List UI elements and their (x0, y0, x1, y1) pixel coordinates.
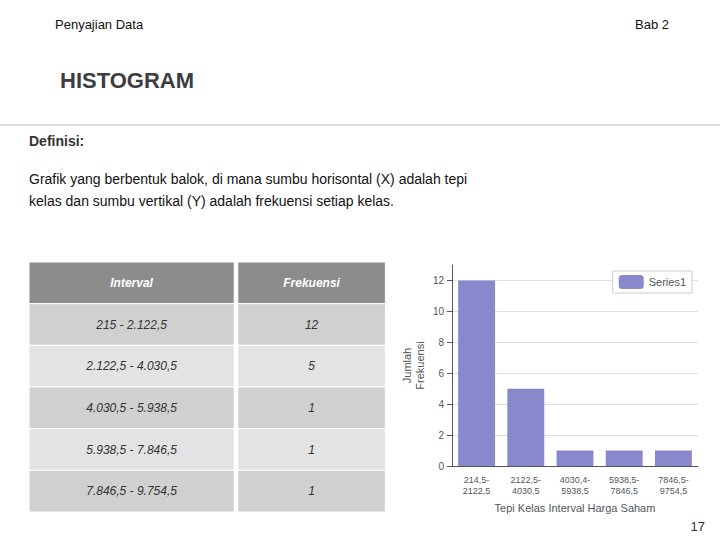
svg-text:4.030,5 - 5.938,5: 4.030,5 - 5.938,5 (86, 401, 177, 415)
svg-text:12: 12 (433, 275, 445, 286)
svg-text:17: 17 (691, 519, 705, 534)
svg-text:7846,5-: 7846,5- (658, 475, 689, 485)
svg-text:Frekuensi: Frekuensi (283, 276, 340, 290)
svg-text:Bab 2: Bab 2 (635, 17, 669, 32)
svg-text:5: 5 (308, 359, 315, 373)
svg-text:7846,5: 7846,5 (610, 486, 638, 496)
svg-text:Interval: Interval (110, 276, 153, 290)
svg-text:0: 0 (438, 461, 444, 472)
svg-text:4030,4-: 4030,4- (560, 475, 591, 485)
svg-text:Series1: Series1 (649, 276, 686, 288)
svg-text:4: 4 (438, 399, 444, 410)
svg-text:12: 12 (305, 318, 319, 332)
svg-text:Tepi Kelas Interval Harga Saha: Tepi Kelas Interval Harga Saham (495, 502, 656, 514)
svg-text:Jumlah: Jumlah (401, 348, 413, 383)
svg-text:HISTOGRAM: HISTOGRAM (60, 68, 194, 93)
svg-text:6: 6 (438, 368, 444, 379)
svg-text:1: 1 (308, 443, 315, 457)
svg-text:Definisi:: Definisi: (29, 133, 84, 149)
svg-text:215 - 2.122,5: 215 - 2.122,5 (95, 318, 167, 332)
svg-text:Frekuensi: Frekuensi (414, 341, 426, 389)
svg-text:1: 1 (308, 484, 315, 498)
svg-text:5938,5-: 5938,5- (609, 475, 640, 485)
svg-text:5.938,5 - 7.846,5: 5.938,5 - 7.846,5 (86, 443, 177, 457)
svg-text:Penyajian Data: Penyajian Data (55, 17, 144, 32)
svg-text:8: 8 (438, 337, 444, 348)
svg-text:5938,5: 5938,5 (561, 486, 589, 496)
svg-text:214,5-: 214,5- (464, 475, 490, 485)
svg-text:10: 10 (433, 306, 445, 317)
svg-text:4030,5: 4030,5 (512, 486, 540, 496)
svg-text:2122,5-: 2122,5- (511, 475, 542, 485)
svg-text:Grafik yang berbentuk balok, d: Grafik yang berbentuk balok, di mana sum… (29, 171, 467, 187)
svg-text:kelas dan sumbu vertikal (Y) a: kelas dan sumbu vertikal (Y) adalah frek… (29, 193, 394, 209)
svg-text:2: 2 (438, 430, 444, 441)
svg-text:9754,5: 9754,5 (660, 486, 688, 496)
svg-text:1: 1 (308, 401, 315, 415)
svg-text:2122,5: 2122,5 (463, 486, 491, 496)
svg-text:7.846,5 - 9.754,5: 7.846,5 - 9.754,5 (86, 484, 177, 498)
svg-text:2.122,5 - 4.030,5: 2.122,5 - 4.030,5 (85, 359, 177, 373)
